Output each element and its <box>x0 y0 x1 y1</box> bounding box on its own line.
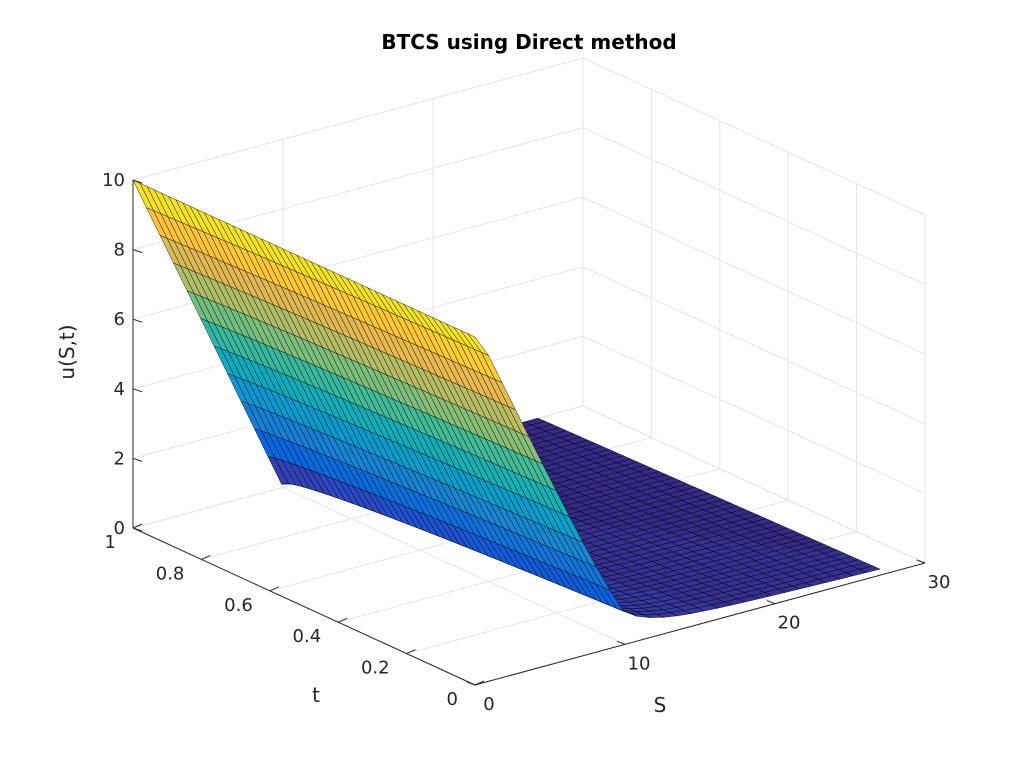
y-tick <box>406 649 416 655</box>
y-tick-label: 0.6 <box>224 595 253 616</box>
x-tick <box>616 640 626 645</box>
gridline-z-side <box>582 266 926 425</box>
y-tick <box>269 586 280 592</box>
z-tick <box>132 457 143 462</box>
gridline-z-side <box>582 127 926 286</box>
y-tick-label: 0.8 <box>156 563 185 584</box>
z-tick-label: 8 <box>114 240 125 261</box>
y-axis-line <box>132 527 476 686</box>
z-tick-label: 10 <box>102 170 125 191</box>
x-tick-label: 0 <box>483 694 494 715</box>
y-tick-label: 1 <box>105 532 116 553</box>
y-tick <box>337 617 348 623</box>
y-tick <box>132 523 143 529</box>
x-axis-line <box>474 562 926 686</box>
z-tick <box>132 249 143 254</box>
z-tick <box>132 388 143 393</box>
gridline-x-floor <box>282 486 626 645</box>
y-tick <box>474 680 485 686</box>
surface <box>132 179 881 618</box>
y-axis-label: t <box>312 683 320 707</box>
x-axis-label: S <box>654 693 667 717</box>
gridline-z-back <box>132 57 584 181</box>
y-tick-label: 0 <box>447 689 458 710</box>
x-tick-label: 20 <box>778 613 801 634</box>
z-tick <box>132 318 143 323</box>
z-tick-label: 0 <box>114 518 125 539</box>
surface-patch <box>467 333 490 357</box>
x-tick-label: 30 <box>928 572 951 593</box>
x-tick-label: 10 <box>628 653 651 674</box>
z-tick-label: 4 <box>114 379 125 400</box>
x-tick <box>766 600 776 605</box>
z-tick <box>132 179 143 184</box>
gridline-z-side <box>582 196 926 355</box>
chart-title: BTCS using Direct method <box>381 30 676 54</box>
z-tick <box>132 527 143 532</box>
gridline-z-side <box>582 335 926 494</box>
gridline-z-side <box>582 57 926 216</box>
x-tick <box>916 559 926 564</box>
z-tick-label: 6 <box>114 309 125 330</box>
gridline-z-side <box>582 405 926 564</box>
x-tick <box>466 681 476 686</box>
z-axis-label: u(S,t) <box>55 324 79 379</box>
y-tick-label: 0.4 <box>293 626 322 647</box>
z-tick-label: 2 <box>114 448 125 469</box>
y-tick-label: 0.2 <box>361 658 390 679</box>
y-tick <box>201 554 211 560</box>
